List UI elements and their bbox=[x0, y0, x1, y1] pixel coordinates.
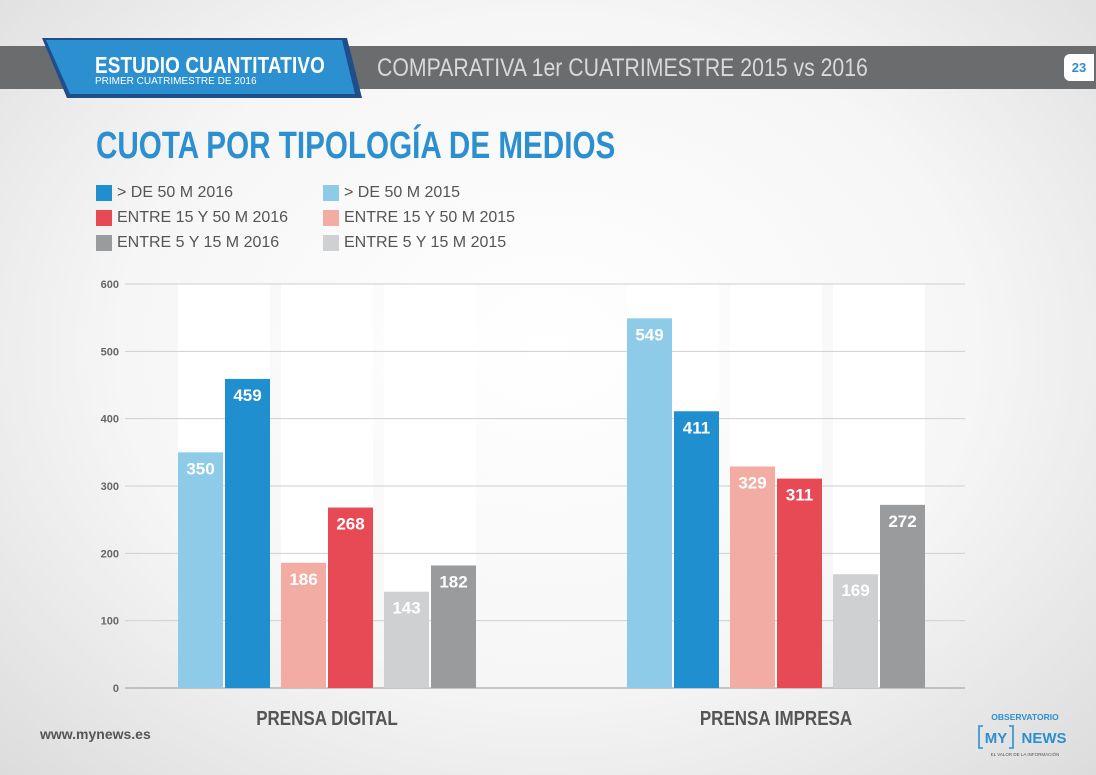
bar bbox=[833, 574, 878, 688]
legend-label: > DE 50 M 2015 bbox=[344, 184, 461, 201]
data-label: 186 bbox=[289, 570, 317, 589]
data-label: 459 bbox=[233, 386, 261, 405]
bar bbox=[281, 562, 326, 688]
legend-swatch bbox=[323, 210, 339, 226]
data-label: 268 bbox=[336, 515, 364, 534]
x-category-label: PRENSA IMPRESA bbox=[700, 707, 852, 730]
data-label: 350 bbox=[186, 459, 214, 478]
section-subtitle: PRIMER CUATRIMESTRE DE 2016 bbox=[95, 76, 257, 87]
legend-label: ENTRE 5 Y 15 M 2016 bbox=[117, 234, 280, 251]
data-label: 272 bbox=[888, 512, 916, 531]
logo-news: NEWS bbox=[1022, 730, 1067, 747]
legend-swatch bbox=[96, 210, 112, 226]
y-tick-label: 0 bbox=[113, 683, 119, 695]
bar bbox=[225, 378, 270, 688]
footer-url[interactable]: www.mynews.es bbox=[40, 726, 151, 742]
data-label: 411 bbox=[683, 418, 710, 437]
legend-label: ENTRE 15 Y 50 M 2016 bbox=[117, 209, 289, 226]
bar bbox=[328, 507, 373, 688]
y-tick-label: 200 bbox=[101, 548, 119, 560]
legend-swatch bbox=[96, 235, 112, 251]
data-label: 182 bbox=[439, 572, 467, 591]
logo-line1: OBSERVATORIO bbox=[991, 712, 1059, 722]
bar bbox=[730, 466, 775, 688]
header-badge bbox=[42, 38, 362, 98]
comparison-title: COMPARATIVA 1er CUATRIMESTRE 2015 vs 201… bbox=[377, 54, 868, 82]
bar bbox=[431, 565, 476, 688]
data-label: 169 bbox=[841, 581, 869, 600]
legend-swatch bbox=[96, 185, 112, 201]
chart-title: CUOTA POR TIPOLOGÍA DE MEDIOS bbox=[96, 125, 616, 167]
data-label: 329 bbox=[738, 473, 766, 492]
data-label: 549 bbox=[635, 325, 663, 344]
logo-tagline: EL VALOR DE LA INFORMACIÓN bbox=[991, 751, 1060, 757]
legend-label: > DE 50 M 2016 bbox=[117, 184, 234, 201]
y-tick-label: 100 bbox=[101, 616, 119, 628]
bar bbox=[880, 504, 925, 688]
legend-swatch bbox=[323, 235, 339, 251]
section-title: ESTUDIO CUANTITATIVO bbox=[95, 52, 325, 78]
observatorio-mynews-logo: OBSERVATORIO MY NEWS EL VALOR DE LA INFO… bbox=[978, 712, 1067, 757]
y-tick-label: 500 bbox=[101, 346, 119, 358]
y-tick-label: 300 bbox=[101, 481, 119, 493]
bar bbox=[674, 411, 719, 688]
bar bbox=[178, 452, 223, 688]
legend-label: ENTRE 15 Y 50 M 2015 bbox=[344, 209, 516, 226]
logo-my: MY bbox=[985, 730, 1008, 747]
data-label: 311 bbox=[786, 486, 813, 505]
y-tick-label: 600 bbox=[101, 279, 119, 291]
legend-swatch bbox=[323, 185, 339, 201]
bar bbox=[627, 318, 672, 688]
bar bbox=[384, 591, 429, 688]
data-label: 143 bbox=[392, 599, 420, 618]
x-category-label: PRENSA DIGITAL bbox=[256, 707, 398, 730]
y-tick-label: 400 bbox=[101, 414, 119, 426]
bar bbox=[777, 478, 822, 688]
legend-label: ENTRE 5 Y 15 M 2015 bbox=[344, 234, 507, 251]
page-number: 23 bbox=[1064, 54, 1094, 81]
